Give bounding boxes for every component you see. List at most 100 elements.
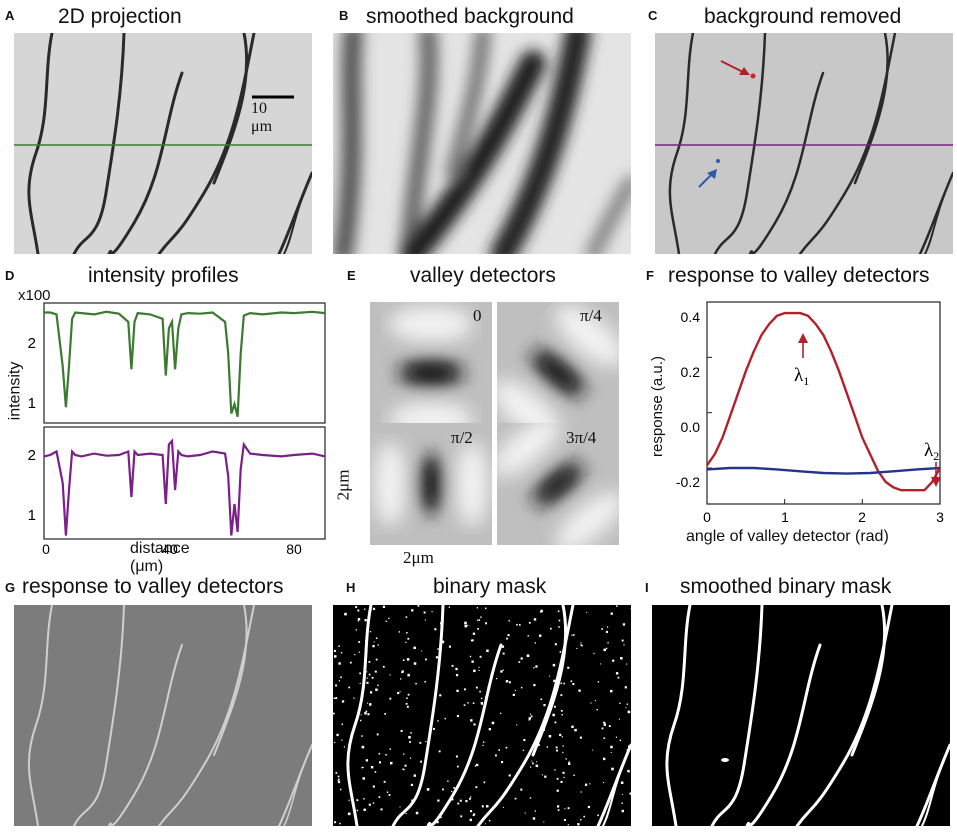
- mask-speckle: [502, 652, 505, 655]
- mask-speckle: [526, 654, 530, 657]
- mask-speckle: [386, 791, 389, 793]
- tick-label: 0.4: [681, 309, 701, 325]
- mask-speckle: [573, 634, 575, 636]
- mask-speckle: [477, 628, 479, 630]
- mask-speckle: [341, 739, 343, 741]
- mask-speckle: [535, 764, 539, 768]
- mask-speckle: [475, 786, 478, 789]
- mask-speckle: [336, 733, 339, 737]
- mask-speckle: [357, 609, 360, 612]
- mask-speckle: [334, 821, 337, 824]
- mask-speckle: [399, 806, 401, 808]
- mask-speckle: [478, 619, 481, 621]
- mask-speckle: [478, 669, 480, 671]
- mask-speckle: [472, 632, 476, 635]
- mask-speckle: [365, 710, 368, 713]
- mask-speckle: [372, 802, 375, 804]
- mask-speckle: [548, 735, 552, 738]
- tick-label: 2: [28, 447, 36, 464]
- lambda2-arrow-icon: [931, 462, 941, 487]
- tick-label: -0.2: [676, 474, 700, 490]
- mask-speckle: [456, 715, 459, 718]
- mask-speckle: [534, 642, 536, 644]
- mask-speckle: [378, 796, 381, 798]
- mask-speckle: [626, 703, 629, 705]
- mask-speckle: [488, 819, 491, 822]
- mask-speckle: [349, 661, 352, 664]
- mask-speckle: [580, 642, 582, 644]
- mask-speckle: [483, 781, 486, 784]
- mask-speckle: [476, 607, 478, 609]
- mask-speckle: [404, 764, 407, 767]
- mask-speckle: [559, 733, 562, 736]
- mask-speckle: [437, 648, 439, 650]
- mask-speckle: [533, 618, 537, 621]
- mask-speckle: [364, 712, 367, 715]
- mask-speckle: [434, 628, 437, 631]
- mask-speckle: [457, 802, 460, 805]
- mask-speckle: [366, 677, 368, 679]
- plot-frame: [706, 301, 941, 505]
- binary-mask-image: [333, 605, 631, 826]
- tick-label: 0: [703, 509, 711, 525]
- mask-speckle: [337, 780, 341, 784]
- mask-speckle: [340, 676, 342, 679]
- mask-speckle: [448, 645, 451, 648]
- mask-speckle: [579, 736, 582, 739]
- mask-speckle: [473, 669, 476, 673]
- mask-speckle: [528, 621, 531, 624]
- green-profile-line: [44, 310, 326, 417]
- mask-speckle: [464, 624, 468, 628]
- tick-label: 3: [936, 509, 944, 525]
- mask-speckle: [565, 758, 567, 760]
- mask-speckle: [455, 755, 458, 758]
- mask-speckle: [576, 647, 578, 649]
- mask-speckle: [563, 776, 565, 778]
- mask-speckle: [561, 736, 563, 738]
- mask-speckle: [594, 700, 596, 702]
- mask-speckle: [507, 634, 510, 637]
- mask-speckle: [431, 611, 433, 613]
- mask-speckle: [616, 605, 618, 607]
- mask-speckle: [413, 646, 416, 650]
- mask-speckle: [359, 682, 361, 684]
- mask-speckle: [338, 662, 341, 665]
- tick-label: 40: [162, 541, 178, 555]
- mask-speckle: [501, 761, 504, 764]
- mask-speckle: [409, 741, 411, 743]
- mask-speckle: [423, 611, 426, 614]
- tick-label: 1: [28, 507, 36, 524]
- top-plot-frame: [43, 302, 326, 424]
- mask-speckle: [406, 705, 409, 708]
- mask-speckle: [356, 809, 359, 812]
- mask-speckle: [339, 788, 342, 791]
- mask-speckle: [380, 808, 383, 811]
- mask-speckle: [357, 620, 359, 622]
- mask-speckle: [463, 704, 466, 706]
- tick-label: 0.2: [681, 364, 701, 380]
- mask-speckle: [562, 751, 564, 753]
- mask-speckle: [557, 610, 560, 613]
- mask-speckle: [554, 769, 556, 771]
- mask-speckle: [524, 812, 526, 814]
- mask-speckle: [335, 772, 338, 774]
- mask-speckle: [624, 686, 627, 689]
- angle-label: 0: [473, 306, 482, 325]
- panel-letter: G: [5, 580, 16, 595]
- mask-speckle: [377, 644, 379, 646]
- mask-speckle: [543, 821, 545, 823]
- mask-speckle: [556, 777, 559, 780]
- mask-speckle: [516, 623, 518, 626]
- mask-speckle: [388, 794, 391, 796]
- mask-speckle: [378, 752, 381, 755]
- mask-speckle: [597, 814, 599, 817]
- mask-speckle: [603, 648, 606, 652]
- mask-speckle: [405, 702, 408, 705]
- mask-speckle: [604, 722, 606, 724]
- mask-speckle: [522, 749, 525, 751]
- mask-speckle: [621, 802, 623, 804]
- mask-speckle: [552, 663, 556, 667]
- mask-speckle: [587, 805, 590, 809]
- mask-speckle: [505, 680, 509, 683]
- mask-speckle: [467, 702, 469, 704]
